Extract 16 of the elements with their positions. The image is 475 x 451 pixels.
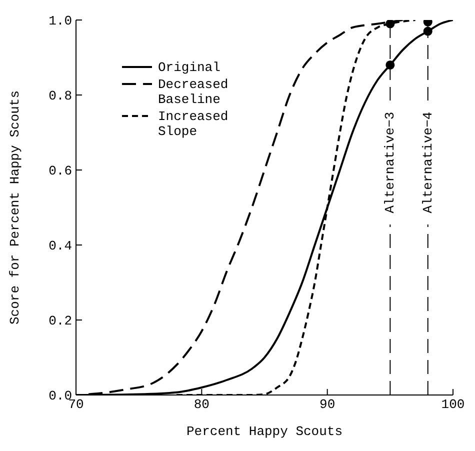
x-tick-label: 80 (194, 397, 210, 412)
y-tick-label: 0.8 (48, 88, 72, 104)
ref-line-label: Alternative−3 (382, 112, 398, 214)
legend-label: Decreased Baseline (158, 77, 230, 107)
x-tick-label: 100 (441, 397, 465, 412)
y-tick-label: 0.0 (48, 388, 72, 404)
y-axis-title: Score for Percent Happy Scouts (8, 90, 23, 325)
legend-label: Original (158, 60, 222, 75)
ref-line-label: Alternative−4 (420, 112, 436, 214)
legend-label: Increased Slope (158, 109, 230, 139)
x-axis-title: Percent Happy Scouts (186, 424, 343, 439)
y-tick-label: 0.6 (48, 164, 72, 179)
y-tick-label: 1.0 (48, 14, 72, 29)
x-tick-label: 90 (320, 397, 336, 412)
y-tick-label: 0.2 (48, 314, 72, 329)
y-tick-label: 0.4 (48, 238, 72, 254)
